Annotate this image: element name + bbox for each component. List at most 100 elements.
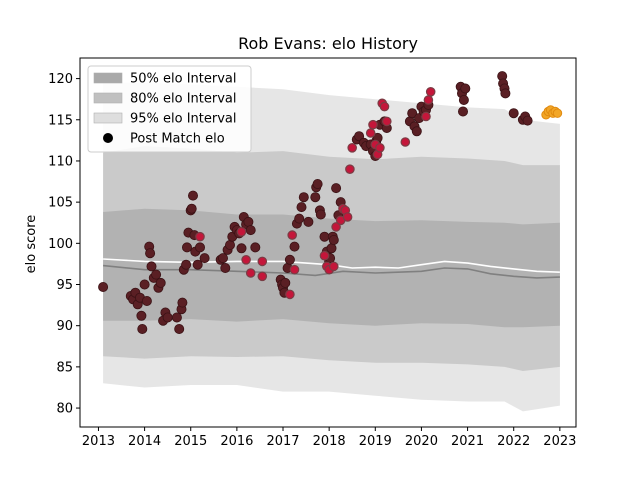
data-point [171,312,182,323]
data-point [315,209,326,220]
data-point-highlight [245,268,256,278]
data-point [500,88,511,99]
x-tick-label: 2018 [313,434,346,449]
plot-area [98,71,563,412]
x-tick-label: 2023 [543,434,576,449]
data-point [457,106,468,117]
legend-swatch [93,112,123,124]
data-point [310,192,321,203]
y-tick-label: 85 [56,360,73,375]
y-tick-label: 115 [48,113,73,128]
data-point-highlight [347,143,357,153]
data-point [294,213,305,224]
x-tick-label: 2014 [128,434,161,449]
data-point [220,262,231,273]
legend-marker [103,133,113,143]
data-point [145,248,156,259]
legend-label: 95% elo Interval [130,112,237,127]
data-point [331,183,342,194]
data-point [407,108,418,119]
data-point [151,269,162,280]
trend-line-1 [103,258,560,273]
data-point [284,254,295,265]
data-point [192,259,203,270]
data-point-highlight [328,261,339,272]
data-point [186,203,197,214]
data-point [250,242,261,253]
data-point [136,310,147,321]
y-tick-label: 105 [48,196,73,211]
data-point [139,279,150,290]
data-point [217,253,228,264]
data-point [146,261,157,272]
y-tick-label: 80 [56,402,73,417]
data-point [458,95,469,106]
data-point-highlight [195,231,205,242]
data-point-highlight [400,137,411,147]
data-point-highlight [423,95,434,105]
data-point [199,253,210,264]
x-tick-label: 2017 [266,434,299,449]
legend-swatch [93,92,123,104]
data-point-highlight [342,212,353,222]
data-point-highlight [381,116,392,127]
legend-label: 50% elo Interval [130,72,237,87]
data-point-highlight [379,101,390,112]
data-point-highlight [289,264,300,275]
data-point [181,259,192,270]
data-point [298,192,309,203]
data-point [181,242,192,253]
y-tick-label: 95 [56,278,73,293]
legend-swatch [93,72,123,84]
legend-box [87,65,252,153]
data-point-highlight [257,271,268,282]
data-point-highlight [375,143,385,153]
axes-frame [79,57,577,428]
data-point [289,241,300,252]
data-point [328,234,339,245]
data-point-highlight [287,230,297,240]
data-point-highlight [319,250,330,261]
data-point [141,295,152,306]
data-point-highlight [345,164,355,174]
data-point [194,242,205,253]
y-axis-label: elo score [24,215,39,274]
data-point [245,225,256,236]
legend-label: Post Match elo [130,132,225,147]
data-point [236,243,247,254]
y-tick-label: 100 [48,237,73,252]
data-point [303,216,314,227]
x-tick-label: 2021 [451,434,484,449]
data-point [243,216,254,227]
data-point-highlight [421,111,431,122]
data-point-highlight [257,256,268,267]
data-point [326,243,337,254]
y-tick-label: 90 [56,319,73,334]
data-point-highlight [331,222,341,232]
data-point [162,312,173,323]
data-point [460,83,471,94]
data-point [522,115,533,126]
data-point-highlight [425,87,436,97]
y-tick-label: 120 [48,72,73,87]
data-point-highlight [285,289,295,300]
data-point [280,277,291,288]
data-point [319,231,330,242]
data-point [177,297,188,308]
data-point-highlight [241,254,251,265]
data-point-highlight [368,119,378,130]
data-point-highlight [236,227,247,237]
data-point [187,190,198,201]
x-tick-label: 2020 [405,434,438,449]
data-point [174,323,185,334]
data-point [137,323,148,334]
chart-title: Rob Evans: elo History [238,34,418,53]
data-point-highlight [365,128,376,138]
x-tick-label: 2013 [82,434,115,449]
data-point [98,281,109,292]
x-tick-label: 2019 [359,434,392,449]
data-point [312,178,323,189]
data-point [224,239,235,250]
x-tick-label: 2015 [174,434,207,449]
